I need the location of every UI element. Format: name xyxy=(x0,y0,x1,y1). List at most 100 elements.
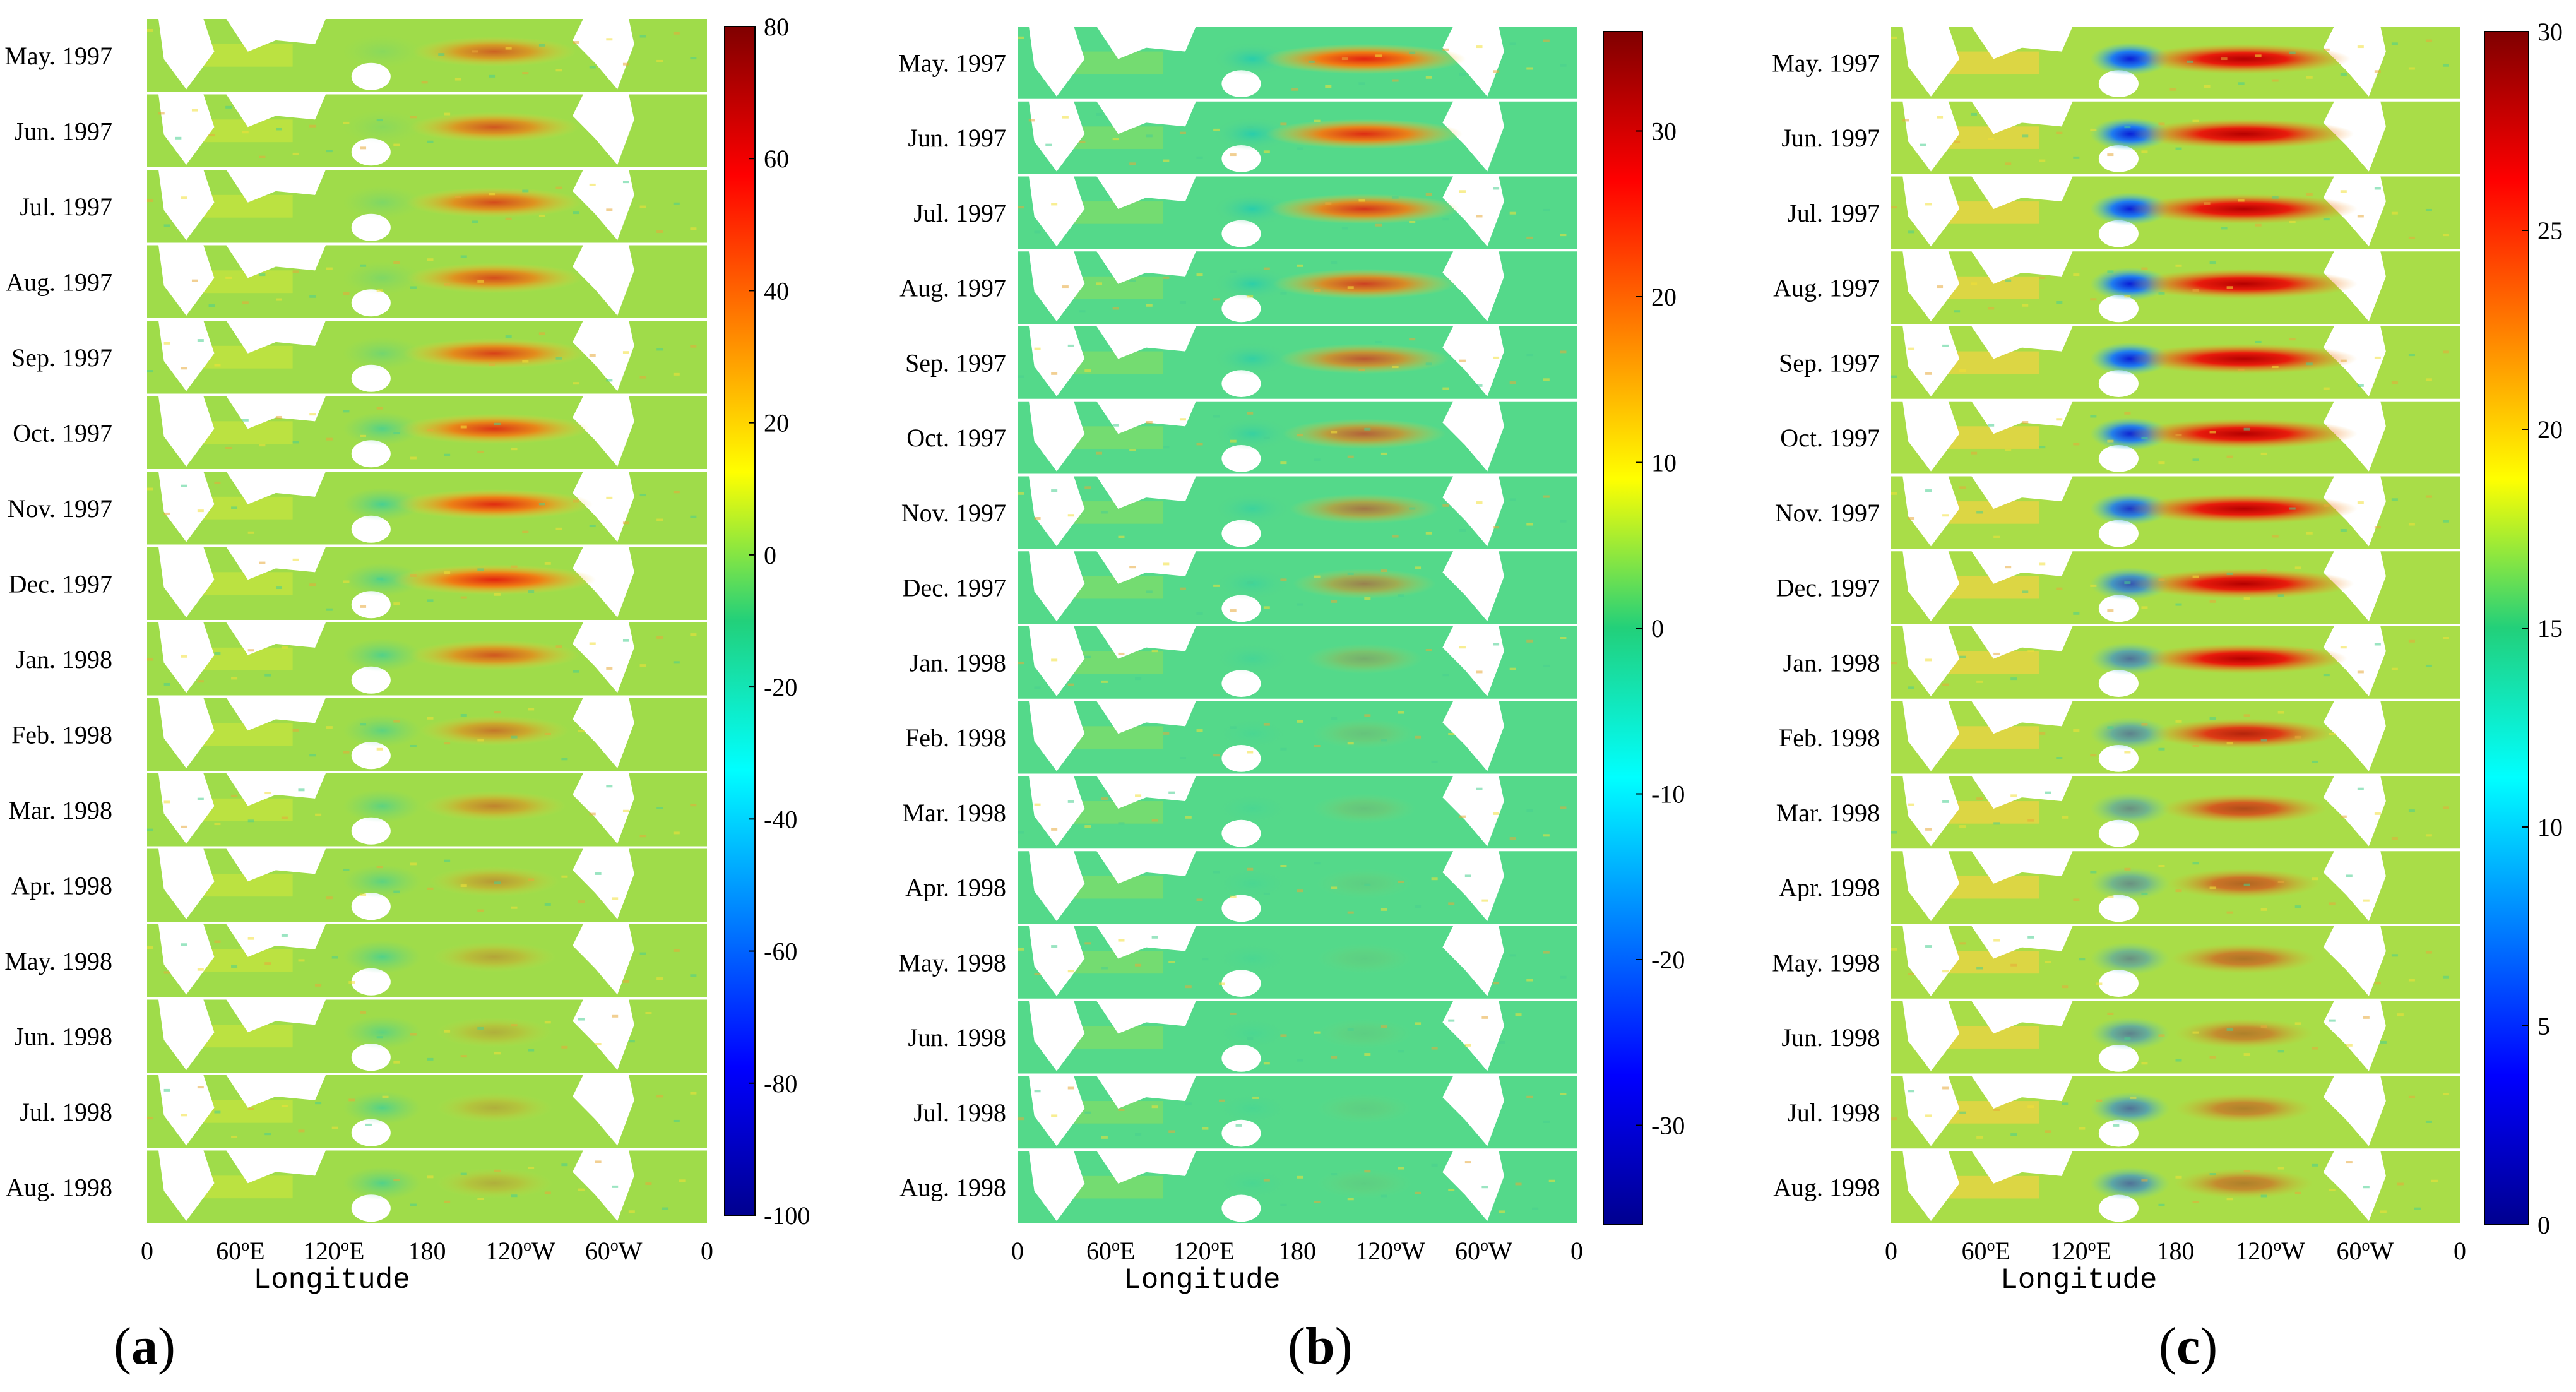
texture-speck xyxy=(1135,677,1142,681)
texture-speck xyxy=(331,956,338,959)
texture-speck xyxy=(1101,1136,1108,1139)
texture-speck xyxy=(1464,1044,1471,1047)
eastern-pacific-anomaly xyxy=(392,564,597,595)
texture-speck xyxy=(2346,874,2353,877)
texture-speck xyxy=(673,949,680,952)
western-pacific-anomaly xyxy=(343,1015,422,1049)
land-australia xyxy=(1221,595,1261,622)
month-label: Jul. 1997 xyxy=(1787,199,1880,227)
texture-speck xyxy=(1213,754,1220,757)
texture-speck xyxy=(1415,1022,1422,1025)
texture-speck xyxy=(292,729,299,732)
texture-speck xyxy=(1213,298,1220,301)
month-label: Oct. 1997 xyxy=(13,419,112,447)
land-americas xyxy=(2323,100,2386,172)
eastern-pacific-anomaly xyxy=(1306,643,1423,674)
texture-speck xyxy=(1380,569,1387,573)
land-africa xyxy=(1028,999,1085,1071)
texture-speck xyxy=(231,1135,238,1138)
texture-speck xyxy=(264,792,271,795)
texture-speck xyxy=(348,981,355,984)
texture-speck xyxy=(2312,1047,2318,1050)
texture-speck xyxy=(639,664,646,667)
texture-speck xyxy=(1213,584,1220,587)
western-pacific-anomaly xyxy=(2090,717,2170,751)
texture-speck xyxy=(2141,892,2148,895)
month-label: Mar. 1998 xyxy=(903,799,1006,827)
texture-speck xyxy=(1218,1099,1225,1102)
texture-speck xyxy=(477,1026,484,1030)
texture-speck xyxy=(1442,48,1449,51)
land-asia xyxy=(225,847,326,882)
panel-label: (b) xyxy=(1288,1317,1353,1376)
texture-speck xyxy=(2374,526,2381,529)
x-axis-label: Longitude xyxy=(253,1264,410,1297)
texture-speck xyxy=(494,422,501,425)
land-australia xyxy=(351,817,391,845)
texture-speck xyxy=(2158,865,2165,867)
land-africa xyxy=(158,470,215,542)
texture-speck xyxy=(1476,670,1483,674)
colorbar-tick-label: -10 xyxy=(1651,780,1685,809)
heatmap-row: Nov. 1997 xyxy=(901,475,1577,549)
colorbar-tick-label: 20 xyxy=(764,409,789,437)
texture-speck xyxy=(2408,639,2415,643)
texture-speck xyxy=(1380,1194,1387,1198)
texture-speck xyxy=(1481,899,1488,902)
texture-speck xyxy=(1297,434,1303,437)
land-africa xyxy=(1902,550,1960,622)
texture-speck xyxy=(656,59,663,62)
month-label: Nov. 1997 xyxy=(8,494,112,523)
texture-speck xyxy=(528,878,535,881)
texture-speck xyxy=(2158,461,2165,465)
texture-speck xyxy=(147,658,153,661)
month-label: Oct. 1997 xyxy=(906,424,1006,452)
texture-speck xyxy=(376,866,383,869)
texture-speck xyxy=(2442,975,2449,979)
texture-speck xyxy=(460,255,467,258)
texture-speck xyxy=(281,816,288,819)
texture-speck xyxy=(181,196,187,199)
longitude-tick-label: 60oE xyxy=(216,1236,264,1265)
land-africa xyxy=(1902,250,1960,322)
texture-speck xyxy=(673,372,680,376)
texture-speck xyxy=(1196,729,1203,732)
texture-speck xyxy=(2158,122,2165,126)
heatmap-row: Apr. 1998 xyxy=(11,847,707,922)
texture-speck xyxy=(175,136,182,140)
land-australia xyxy=(351,968,391,996)
texture-speck xyxy=(2141,1062,2148,1065)
land-americas xyxy=(573,772,634,844)
texture-speck xyxy=(1280,461,1287,465)
texture-speck xyxy=(628,1040,635,1043)
texture-speck xyxy=(2010,963,2017,967)
texture-speck xyxy=(1146,134,1153,138)
land-americas xyxy=(2323,999,2386,1071)
heatmap-row: Mar. 1998 xyxy=(1776,775,2460,849)
texture-speck xyxy=(2226,455,2233,458)
texture-speck xyxy=(460,596,467,599)
texture-speck xyxy=(460,1172,467,1175)
heatmap-row: May. 1998 xyxy=(898,925,1577,999)
texture-speck xyxy=(393,890,400,893)
texture-speck xyxy=(1118,535,1125,538)
longitude-tick-label: 60oE xyxy=(1086,1236,1135,1265)
eastern-pacific-anomaly xyxy=(2130,343,2358,374)
eastern-pacific-anomaly xyxy=(1269,194,1459,224)
texture-speck xyxy=(1908,686,1915,689)
texture-speck xyxy=(2243,427,2250,431)
texture-speck xyxy=(622,639,629,642)
texture-speck xyxy=(427,1057,434,1061)
texture-speck xyxy=(1988,138,1995,141)
longitude-tick-label: 0 xyxy=(141,1237,153,1265)
texture-speck xyxy=(573,670,579,673)
land-australia xyxy=(1221,670,1261,697)
texture-speck xyxy=(1392,79,1399,82)
texture-speck xyxy=(331,1126,338,1129)
texture-speck xyxy=(1925,489,1932,492)
texture-speck xyxy=(163,224,170,227)
texture-speck xyxy=(1151,819,1158,822)
longitude-tick-label: 120oE xyxy=(303,1236,364,1265)
land-africa xyxy=(1902,475,1960,547)
heatmap-row: Jun. 1998 xyxy=(1781,999,2460,1074)
